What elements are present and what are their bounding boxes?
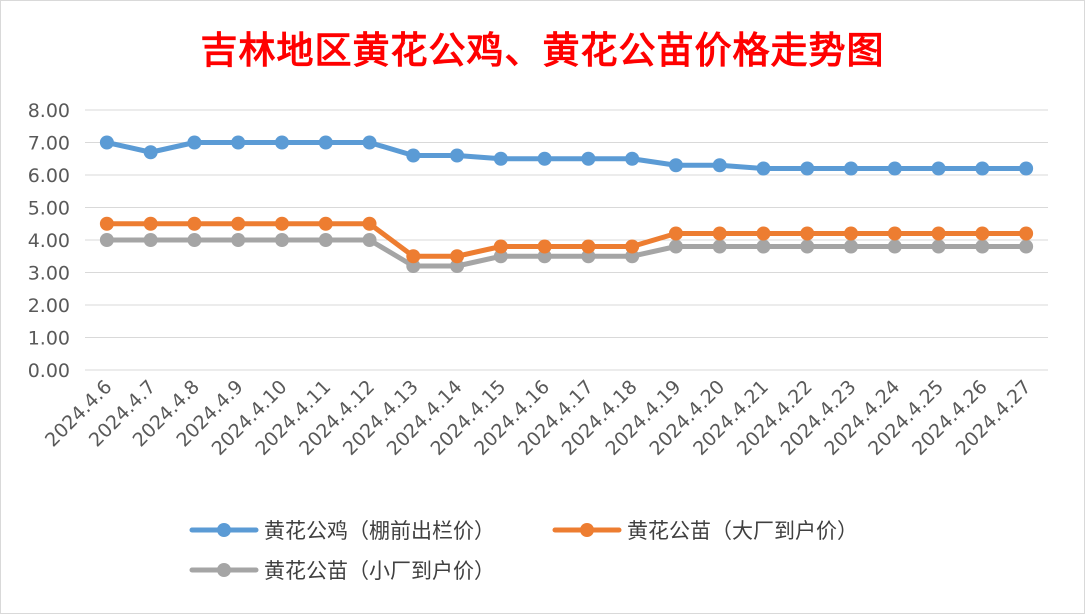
data-point <box>187 216 202 231</box>
y-tick-label: 0.00 <box>28 360 70 382</box>
data-point <box>231 135 246 150</box>
data-point <box>537 239 552 254</box>
data-point <box>1019 161 1034 176</box>
data-point <box>800 161 815 176</box>
legend-item: 黄花公苗（小厂到户价） <box>189 559 495 583</box>
data-point <box>537 249 552 264</box>
data-point <box>450 249 465 264</box>
data-point <box>844 239 859 254</box>
data-point <box>231 216 246 231</box>
data-point <box>274 135 289 150</box>
data-point <box>975 226 990 241</box>
data-point <box>931 239 946 254</box>
legend-label: 黄花公鸡（棚前出栏价） <box>264 519 495 543</box>
chart-title: 吉林地区黄花公鸡、黄花公苗价格走势图 <box>200 28 885 72</box>
data-point <box>844 161 859 176</box>
y-axis: 0.00 1.00 2.00 3.00 4.00 5.00 6.00 7.00 8.00 <box>28 100 70 382</box>
data-point <box>581 249 596 264</box>
y-tick-label: 7.00 <box>28 133 70 155</box>
data-point <box>581 151 596 166</box>
y-tick-label: 5.00 <box>28 198 70 220</box>
y-tick-label: 1.00 <box>28 328 70 350</box>
data-point <box>99 216 114 231</box>
data-point <box>975 239 990 254</box>
data-point <box>231 233 246 247</box>
legend-marker <box>217 523 231 537</box>
legend-label: 黄花公苗（小厂到户价） <box>264 559 495 583</box>
series-line <box>104 140 1029 171</box>
data-point <box>756 161 771 176</box>
data-point <box>318 233 333 247</box>
grid-lines <box>85 109 1048 371</box>
data-point <box>493 239 508 254</box>
legend-item: 黄花公苗（大厂到户价） <box>552 519 858 543</box>
data-point <box>274 216 289 231</box>
data-point <box>274 233 289 247</box>
data-point <box>800 239 815 254</box>
data-point <box>143 216 158 231</box>
data-point <box>493 151 508 166</box>
data-point <box>712 158 727 173</box>
data-point <box>406 249 421 264</box>
series-2 <box>99 216 1034 264</box>
y-tick-label: 6.00 <box>28 165 70 187</box>
data-point <box>931 226 946 241</box>
data-point <box>99 135 114 150</box>
data-point <box>318 216 333 231</box>
data-point <box>187 135 202 150</box>
data-point <box>625 151 640 166</box>
data-point <box>887 161 902 176</box>
y-tick-label: 2.00 <box>28 295 70 317</box>
data-point <box>493 249 508 264</box>
legend-item: 黄花公鸡（棚前出栏价） <box>189 519 495 543</box>
data-point <box>756 239 771 254</box>
data-point <box>362 135 377 150</box>
data-point <box>625 249 640 264</box>
data-point <box>406 148 421 163</box>
data-point <box>625 239 640 254</box>
data-point <box>668 158 683 173</box>
data-point <box>450 259 465 273</box>
data-point <box>1019 239 1034 254</box>
legend-marker <box>217 563 231 577</box>
data-point <box>712 239 727 254</box>
data-point <box>756 226 771 241</box>
data-point <box>800 226 815 241</box>
data-point <box>668 226 683 241</box>
series-3 <box>99 233 1034 273</box>
data-point <box>318 135 333 150</box>
data-point <box>581 239 596 254</box>
series-line <box>104 221 1029 259</box>
data-point <box>975 161 990 176</box>
data-point <box>406 259 421 273</box>
y-tick-label: 3.00 <box>28 263 70 285</box>
legend: 黄花公鸡（棚前出栏价） 黄花公苗（大厂到户价） 黄花公苗（小厂到户价） <box>189 519 858 583</box>
data-point <box>537 151 552 166</box>
x-axis: 2024.4.62024.4.72024.4.82024.4.92024.4.1… <box>41 376 1036 460</box>
data-point <box>99 233 114 247</box>
series-line <box>104 237 1029 269</box>
data-point <box>1019 226 1034 241</box>
legend-label: 黄花公苗（大厂到户价） <box>627 519 858 543</box>
data-point <box>187 233 202 247</box>
data-point <box>668 239 683 254</box>
data-point <box>931 161 946 176</box>
data-point <box>844 226 859 241</box>
y-tick-label: 8.00 <box>28 100 70 122</box>
data-point <box>143 233 158 247</box>
data-point <box>143 145 158 160</box>
data-point <box>362 216 377 231</box>
data-point <box>887 226 902 241</box>
y-tick-label: 4.00 <box>28 230 70 252</box>
series-1 <box>99 135 1034 176</box>
data-point <box>712 226 727 241</box>
data-point <box>450 148 465 163</box>
data-point <box>362 233 377 247</box>
data-point <box>887 239 902 254</box>
legend-marker <box>580 523 594 537</box>
